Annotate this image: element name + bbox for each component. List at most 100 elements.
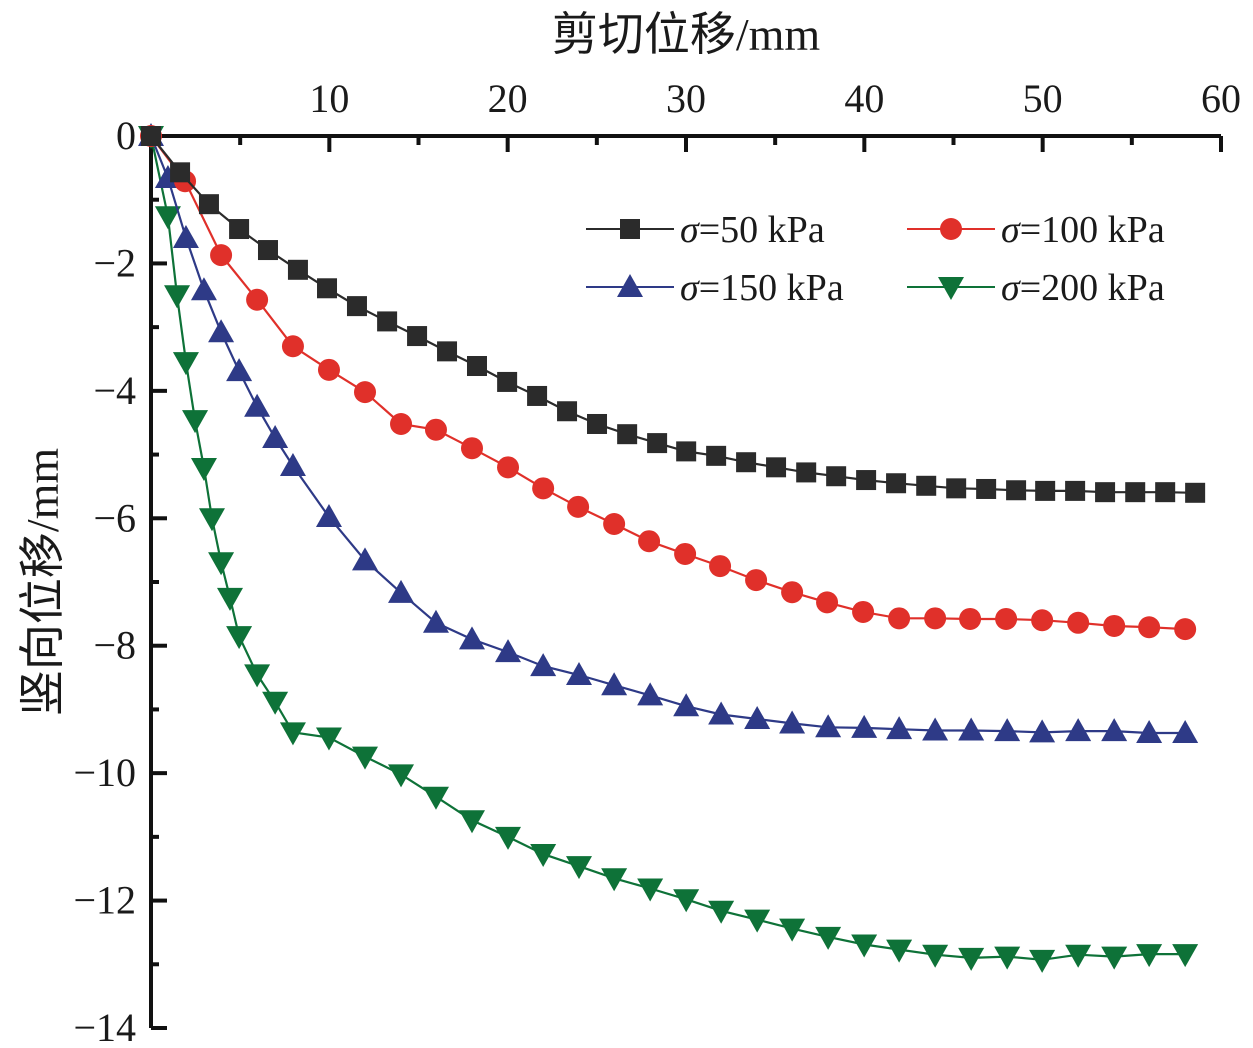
data-point [495,826,522,850]
x-tick-label: 40 [844,76,884,121]
data-point [377,311,398,332]
legend-item: σ=50 kPa [586,209,825,251]
series-square [141,126,1206,503]
data-point [210,244,233,267]
legend-label: σ=50 kPa [680,209,825,251]
data-point [826,466,847,487]
data-point [638,530,661,553]
x-tick-label: 60 [1201,76,1241,121]
data-point [1136,944,1163,968]
data-point [530,844,557,868]
legend-marker-triangle-down [938,277,964,300]
data-point [601,868,628,892]
data-point [922,717,949,741]
y-tick-label: −10 [73,750,136,795]
data-point [587,413,608,434]
data-point [208,319,235,343]
y-axis-title: 竖向位移/mm [17,448,68,717]
data-point [315,504,342,528]
data-point [388,764,415,788]
data-point [1031,609,1054,632]
data-point [766,457,787,478]
legend-symbol: σ [1001,209,1021,251]
data-point [673,889,700,913]
data-point [566,662,592,686]
data-point [745,569,768,592]
data-point [708,900,735,924]
data-point [959,607,982,630]
data-point [170,162,191,183]
legend-label: σ=100 kPa [1001,209,1165,251]
data-point [674,542,697,565]
data-point [637,682,664,706]
data-point [816,591,839,614]
data-point [497,456,520,479]
data-point [709,555,732,578]
legend-value: =200 kPa [1020,267,1165,309]
data-point [422,609,449,633]
data-point [182,410,209,434]
data-point [154,206,181,230]
data-point [851,934,878,958]
data-point [262,691,289,715]
y-tick-label: −14 [73,1005,136,1048]
data-point [886,939,913,963]
data-point [190,457,217,481]
legend-marker-triangle-up [617,274,643,297]
data-point [466,356,487,377]
x-tick-label: 50 [1023,76,1063,121]
x-tick-label: 20 [488,76,528,121]
x-tick-label: 30 [666,76,706,121]
data-point [637,878,664,902]
legend-value: =50 kPa [699,209,825,251]
data-point [1103,614,1126,637]
data-point [244,664,271,688]
data-point [995,607,1018,630]
data-point [459,626,485,650]
data-point [1174,618,1197,641]
data-point [815,926,842,950]
series-triangle-down [138,126,1199,973]
axes [149,134,1223,1030]
series-circle [140,125,1197,641]
legend-item: σ=150 kPa [586,267,844,309]
legend-item: σ=200 kPa [907,267,1165,309]
legend-value: =100 kPa [1020,209,1165,251]
data-point [262,425,289,449]
data-point [422,786,449,810]
x-tick-label: 10 [309,76,349,121]
data-point [1172,720,1199,744]
data-point [886,473,907,494]
data-point [315,727,342,751]
data-point [198,508,225,532]
data-point [946,478,967,499]
data-point [744,705,771,729]
data-point [1136,720,1163,744]
data-point [495,639,522,663]
data-point [437,341,458,362]
series-triangle-up [138,123,1199,744]
data-point [566,856,592,880]
data-point [141,126,161,146]
data-point [1172,944,1199,968]
data-point [244,393,271,417]
data-point [1065,944,1092,968]
data-point [390,412,413,435]
data-point [1155,482,1176,503]
legend-symbol: σ [680,267,700,309]
data-point [676,441,697,462]
data-point [958,947,985,971]
data-point [796,462,817,483]
data-point [557,401,578,422]
data-point [1006,480,1027,501]
series-layer [138,123,1206,973]
data-point [461,437,483,460]
data-point [279,453,306,477]
data-point [1101,718,1128,742]
legend-value: =150 kPa [699,267,844,309]
y-tick-label: −6 [93,495,136,540]
data-point [1185,482,1206,503]
data-point [603,513,626,536]
data-point [172,224,199,248]
